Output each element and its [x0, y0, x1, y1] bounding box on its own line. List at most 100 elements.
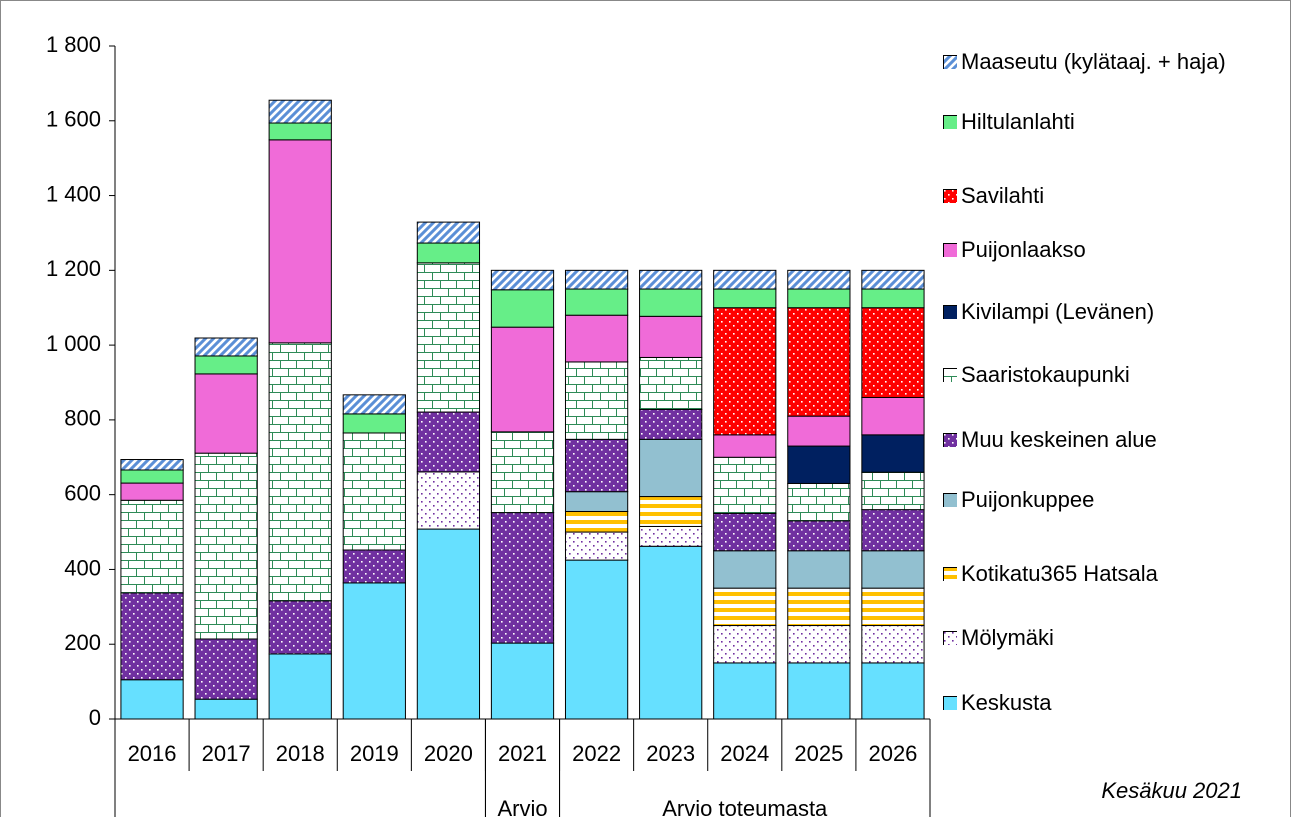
legend-swatch-fill: [943, 696, 957, 710]
bar-segment: [416, 262, 481, 413]
bar-segment: [861, 269, 925, 290]
legend-label: Maaseutu (kylätaaj. + haja): [961, 49, 1226, 74]
legend-label: Mölymäki: [961, 625, 1054, 650]
legend-label: Keskusta: [961, 690, 1052, 715]
legend-label: Saaristokaupunki: [961, 362, 1130, 387]
bar-segment: [787, 288, 851, 309]
legend-entry: Maaseutu (kylätaaj. + haja): [943, 49, 1226, 75]
legend-swatch: [943, 433, 957, 447]
bar-segment: [564, 269, 629, 290]
y-tick-label: 400: [64, 555, 101, 580]
bar-segment: [713, 662, 777, 720]
legend-entry: Keskusta: [943, 690, 1052, 716]
bar-segment: [861, 587, 925, 627]
bar-segment: [787, 269, 851, 290]
bar-segment: [713, 587, 777, 627]
bar-segment: [120, 499, 184, 594]
bar-segment: [120, 592, 184, 681]
y-tick-label: 600: [64, 480, 101, 505]
legend-entry: Kotikatu365 Hatsala: [943, 561, 1158, 587]
bar-segment: [194, 337, 258, 357]
legend-label: Hiltulanlahti: [961, 109, 1075, 134]
legend-entry: Kivilampi (Levänen): [943, 299, 1154, 325]
legend-entry: Savilahti: [943, 183, 1044, 209]
legend-label: Kivilampi (Levänen): [961, 299, 1155, 324]
bar-segment: [194, 698, 258, 720]
x-tick-label: 2018: [276, 741, 325, 766]
x-tick-label: 2023: [646, 741, 695, 766]
legend-swatch-fill: [943, 115, 957, 129]
bar-segment: [268, 139, 332, 344]
y-tick-label: 800: [64, 406, 101, 431]
bar-segment: [713, 456, 777, 514]
legend-swatch: [943, 305, 957, 319]
bar-segment: [787, 662, 851, 720]
bar-segment: [120, 459, 184, 471]
legend-swatch: [943, 631, 957, 645]
bar-segment: [416, 221, 481, 244]
legend-entry: Puijonkuppee: [943, 487, 1094, 513]
legend-label: Puijonkuppee: [961, 487, 1095, 512]
group-label: Arvio toteumasta: [662, 796, 828, 817]
bar-segment: [268, 653, 332, 720]
bar-segment: [639, 438, 703, 498]
annotation: Kesäkuu 2021: [1101, 778, 1242, 803]
x-tick-label: 2026: [868, 741, 917, 766]
bar-segment: [342, 582, 406, 720]
legend-swatch: [943, 567, 957, 581]
x-tick-label: 2017: [202, 741, 251, 766]
legend-entry: Puijonlaakso: [943, 237, 1086, 263]
bar-segment: [787, 445, 851, 484]
x-tick-label: 2024: [720, 741, 769, 766]
bar-segment: [416, 471, 481, 530]
bar-segment: [639, 408, 703, 440]
bar-segment: [639, 269, 703, 290]
legend-label: Muu keskeinen alue: [961, 427, 1157, 452]
bar-segment: [861, 288, 925, 309]
bar-segment: [787, 307, 851, 417]
bar-segment: [490, 269, 555, 291]
legend-swatch-fill: [943, 55, 957, 69]
legend-swatch: [943, 189, 957, 203]
x-tick-label: 2025: [794, 741, 843, 766]
bar-segment: [787, 625, 851, 664]
bar-segment: [564, 531, 629, 561]
bar-segment: [194, 638, 258, 700]
legend-swatch-fill: [943, 631, 957, 645]
legend-entry: Hiltulanlahti: [943, 109, 1075, 135]
bar-segment: [194, 355, 258, 375]
bar-segment: [416, 242, 481, 264]
legend-swatch-fill: [943, 368, 957, 382]
bar-segment: [787, 415, 851, 447]
bar-segment: [268, 600, 332, 655]
legend-swatch-fill: [943, 433, 957, 447]
legend-swatch: [943, 115, 957, 129]
legend-label: Puijonlaakso: [961, 237, 1086, 262]
bar-segment: [861, 550, 925, 589]
bar-segment: [564, 491, 629, 512]
bar-segment: [861, 625, 925, 664]
bar-segment: [861, 434, 925, 473]
group-label: Arvio: [497, 796, 547, 817]
bar-segment: [787, 550, 851, 589]
x-tick-label: 2016: [128, 741, 177, 766]
y-tick-label: 1 200: [46, 256, 101, 281]
legend-swatch: [943, 696, 957, 710]
legend-swatch-fill: [943, 305, 957, 319]
bar-segment: [342, 394, 406, 415]
bar-segment: [861, 471, 925, 511]
bar-segment: [564, 288, 629, 316]
bar-segment: [713, 625, 777, 664]
bar-segment: [861, 509, 925, 552]
legend-swatch: [943, 55, 957, 69]
bar-segment: [564, 361, 629, 440]
legend-swatch-fill: [943, 189, 957, 203]
bar-segment: [490, 431, 555, 514]
x-tick-label: 2021: [498, 741, 547, 766]
bar-segment: [268, 342, 332, 602]
bar-segment: [787, 587, 851, 627]
bar-segment: [639, 315, 703, 358]
bar-segment: [120, 679, 184, 720]
bar-segment: [490, 289, 555, 328]
